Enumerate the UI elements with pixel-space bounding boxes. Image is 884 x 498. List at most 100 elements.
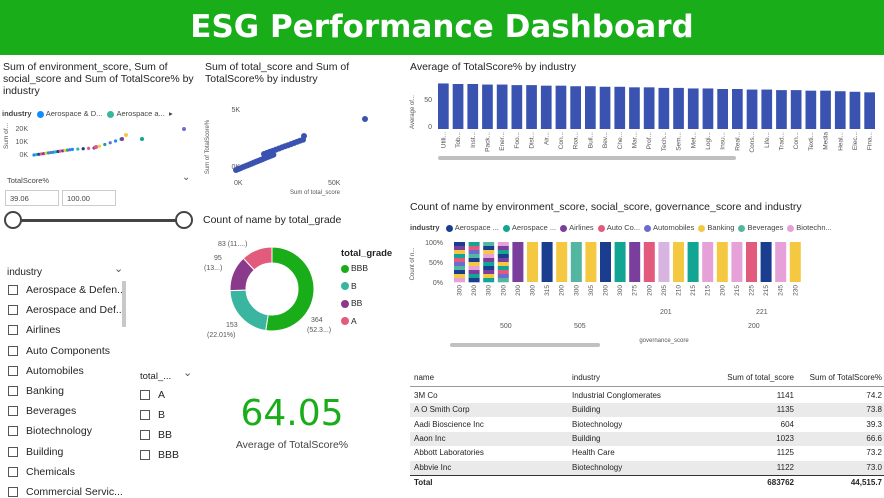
bar2-bar: [687, 242, 699, 282]
slider-max-input[interactable]: 100.00: [62, 190, 116, 206]
scatter1-point: [87, 146, 91, 150]
legend-dot-icon: [560, 224, 568, 232]
table-row[interactable]: Abbott Laboratories Health Care 1125 73.2: [410, 446, 884, 461]
scatter1-point: [81, 147, 85, 151]
bar2-legend[interactable]: industry Aerospace ... Aerospace ... Airli…: [410, 223, 884, 232]
column-header[interactable]: Sum of total_score: [727, 373, 794, 382]
industry-option[interactable]: Automobiles: [8, 365, 84, 377]
bar2-category-label: 200: [471, 285, 478, 296]
bar2-legend-item[interactable]: Auto Co...: [597, 223, 640, 232]
checkbox[interactable]: [8, 386, 18, 396]
cell-name: Aaon Inc: [414, 433, 446, 443]
bar1-bar: [746, 89, 758, 129]
table-row[interactable]: Abbvie Inc Biotechnology 1122 73.0: [410, 460, 884, 475]
slider-min-input[interactable]: 39.06: [5, 190, 59, 206]
industry-option[interactable]: Beverages: [8, 405, 76, 417]
industry-option[interactable]: Chemicals: [8, 466, 75, 478]
scatter2-y-tick: 5K: [231, 107, 240, 114]
industry-option[interactable]: Auto Components: [8, 345, 110, 357]
bar2-legend-item[interactable]: Aerospace ...: [445, 223, 499, 232]
donut-chart[interactable]: 83 (11....) 95 (13...) 153 (22.01%) 364 …: [200, 232, 400, 347]
bar2-segment: [454, 246, 465, 251]
bar2-legend-item[interactable]: Banking: [698, 223, 734, 232]
donut-legend-item[interactable]: BBB: [341, 263, 368, 273]
legend-dot-icon: [341, 299, 349, 308]
bar1-category-label: Fina...: [867, 132, 874, 150]
bar2-segment: [483, 242, 495, 247]
industry-option[interactable]: Aerospace & Defen...: [8, 284, 126, 296]
bar2-legend-item[interactable]: Beverages: [738, 223, 783, 232]
table-header: name industry Sum of total_score Sum of …: [410, 371, 884, 387]
checkbox[interactable]: [140, 390, 150, 400]
scatter2-x-tick: 0K: [234, 180, 243, 187]
table-row[interactable]: A O Smith Corp Building 1135 73.8: [410, 403, 884, 418]
checkbox[interactable]: [8, 446, 18, 457]
chevron-down-icon[interactable]: ⌄: [182, 172, 191, 183]
grade-option[interactable]: B: [140, 409, 165, 421]
bar2-legend-item[interactable]: Aerospace ...: [502, 223, 556, 232]
industry-option[interactable]: Commercial Servic...: [8, 486, 123, 498]
checkbox[interactable]: [8, 466, 18, 477]
cell-name: Abbott Laboratories: [414, 448, 484, 458]
checkbox[interactable]: [8, 406, 18, 417]
checkbox[interactable]: [140, 450, 150, 460]
bar2-segment: [497, 278, 509, 283]
bar1-category-label: Inst...: [470, 132, 477, 148]
column-header[interactable]: name: [414, 373, 435, 382]
bar2-legend-item[interactable]: Airlines: [560, 223, 594, 232]
cell-total-score: 604: [780, 419, 794, 429]
checkbox[interactable]: [8, 325, 18, 336]
bar1-bar: [585, 86, 596, 129]
scatter1-legend-item: Aerospace & D...: [45, 109, 103, 118]
slider-min-handle[interactable]: [4, 211, 22, 229]
column-header[interactable]: Sum of TotalScore%: [809, 373, 882, 382]
table-row[interactable]: 3M Co Industrial Conglomerates 1141 74.2: [410, 389, 884, 403]
bar2-segment: [468, 254, 480, 259]
donut-legend-item[interactable]: BB: [341, 298, 362, 308]
industry-option[interactable]: Building: [8, 446, 63, 458]
scatter1-point: [34, 153, 39, 157]
table-row[interactable]: Aadi Bioscience Inc Biotechnology 604 39.3: [410, 417, 884, 432]
table-row[interactable]: Aaon Inc Building 1023 66.6: [410, 431, 884, 446]
bar1-scrollbar[interactable]: [438, 156, 736, 160]
checkbox[interactable]: [8, 285, 18, 295]
checkbox[interactable]: [140, 410, 150, 420]
checkbox[interactable]: [8, 305, 18, 316]
grade-option[interactable]: A: [140, 389, 165, 401]
scatter1-legend[interactable]: industry Aerospace & D... Aerospace a...…: [2, 109, 202, 118]
bar2-chart[interactable]: Count of n... 100% 50% 0% 300 200 300 200 20…: [406, 234, 884, 348]
slider-max-handle[interactable]: [175, 211, 193, 229]
checkbox[interactable]: [8, 345, 18, 356]
legend-next-icon[interactable]: ▸: [168, 109, 173, 118]
checkbox[interactable]: [8, 426, 18, 437]
industry-option[interactable]: Banking: [8, 385, 64, 397]
donut-legend-item[interactable]: B: [341, 281, 357, 291]
bar2-bars: 300 200 300 200 200 300 315 200 300 305 200 300 275 2…: [454, 242, 801, 296]
industry-option[interactable]: Aerospace and Def...: [8, 304, 125, 316]
checkbox[interactable]: [8, 487, 18, 497]
scatter1-plot[interactable]: Sum of... 20K 10K 0K: [0, 119, 195, 167]
chevron-down-icon[interactable]: ⌄: [183, 367, 193, 379]
grade-option-label: BBB: [158, 449, 180, 461]
industry-option[interactable]: Biotechnology: [8, 425, 92, 437]
bar1-chart[interactable]: Average of... 50 0 Utili... Tob... Inst...…: [406, 74, 884, 164]
bar2-legend-item[interactable]: Automobiles: [644, 223, 694, 232]
grade-option[interactable]: BB: [140, 429, 172, 441]
donut-legend-item[interactable]: A: [341, 316, 357, 326]
scatter2-plot[interactable]: Sum of TotalScore% 5K 0K 0K 50K Sum of t…: [200, 92, 400, 200]
slicer-scrollbar[interactable]: [122, 281, 126, 327]
checkbox[interactable]: [8, 365, 18, 376]
bar2-segment: [454, 262, 465, 267]
grade-option[interactable]: BBB: [140, 449, 179, 461]
bar2-scrollbar[interactable]: [450, 343, 600, 347]
donut-legend-title: total_grade: [341, 248, 393, 259]
grade-option-label: BB: [158, 429, 173, 441]
legend-dot-icon: [502, 224, 510, 232]
bar1-category-label: Foo...: [514, 132, 521, 149]
checkbox[interactable]: [140, 430, 150, 440]
bar2-category-label: 215: [690, 285, 697, 296]
bar2-legend-item[interactable]: Biotechn...: [787, 223, 832, 232]
column-header[interactable]: industry: [572, 373, 601, 382]
chevron-down-icon[interactable]: ⌄: [114, 263, 124, 275]
industry-option[interactable]: Airlines: [8, 324, 60, 336]
